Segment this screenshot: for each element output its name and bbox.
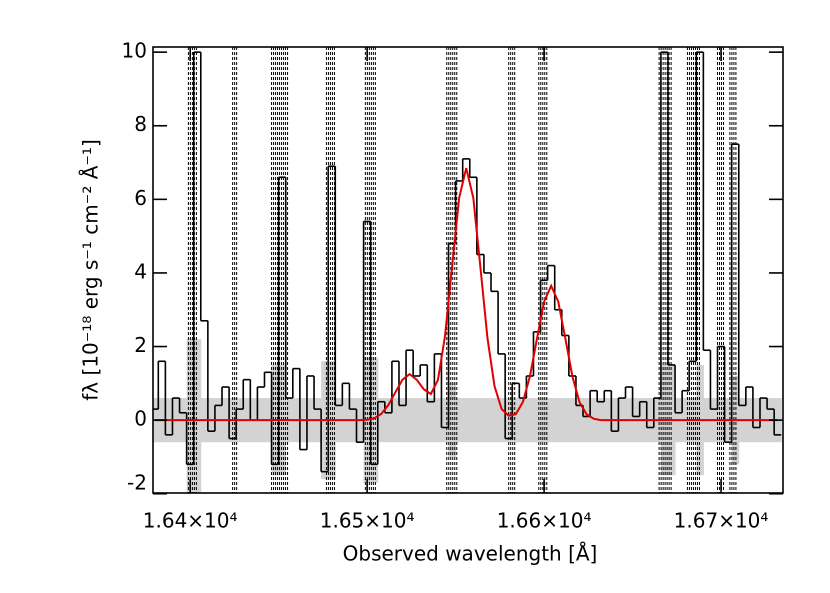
error-band (575, 398, 584, 443)
error-band (186, 339, 195, 493)
error-band (561, 398, 570, 443)
y-tick-label: 0 (134, 407, 147, 431)
error-band (398, 398, 407, 443)
error-band (441, 398, 450, 443)
error-band (469, 398, 478, 443)
error-band (505, 398, 513, 443)
error-band (491, 398, 499, 443)
error-band (498, 398, 506, 443)
x-tick-label: 1.64×10⁴ (143, 509, 238, 533)
y-tick-label: 2 (134, 333, 147, 357)
masked-region (686, 47, 700, 493)
error-band (370, 357, 379, 483)
x-axis-label: Observed wavelength [Å] (343, 542, 598, 566)
error-band (391, 398, 400, 443)
axes: -2 0 2 4 6 8 10 1.64×10⁴ 1.65×10⁴ 1.66×10⁴ 1.67×10… (122, 39, 784, 533)
error-band (193, 339, 202, 493)
x-tick-label: 1.67×10⁴ (674, 509, 769, 533)
masked-region (538, 47, 548, 493)
error-band (583, 398, 591, 443)
error-band (448, 383, 457, 457)
error-band (413, 398, 421, 443)
error-band (476, 398, 485, 443)
y-tick-label: 4 (134, 259, 147, 283)
error-band (512, 398, 520, 443)
error-band (540, 398, 549, 443)
x-tick-label: 1.65×10⁴ (320, 509, 415, 533)
y-tick-label: 10 (122, 39, 147, 63)
y-tick-label: 6 (134, 186, 147, 210)
error-band (434, 398, 442, 443)
error-band (377, 398, 386, 443)
y-tick-label: 8 (134, 112, 147, 136)
error-band (427, 398, 435, 443)
error-band (547, 398, 556, 443)
axes-frame (152, 46, 784, 494)
y-axis-label: fλ [10⁻¹⁸ erg s⁻¹ cm⁻² Å⁻¹] (79, 139, 103, 400)
error-band (406, 398, 414, 443)
error-band (554, 398, 563, 443)
error-band (568, 398, 577, 443)
plot-area (153, 47, 782, 493)
error-band (519, 398, 527, 443)
error-band (420, 398, 428, 443)
error-band (483, 398, 492, 443)
x-tick-label: 1.66×10⁴ (497, 509, 592, 533)
error-band (533, 398, 542, 443)
masked-region (717, 47, 725, 493)
error-band (455, 398, 464, 443)
error-band (590, 398, 598, 443)
error-band (462, 398, 471, 443)
error-band (526, 398, 534, 443)
y-tick-label: -2 (127, 471, 147, 495)
model-line (154, 167, 778, 422)
error-band (384, 398, 393, 443)
